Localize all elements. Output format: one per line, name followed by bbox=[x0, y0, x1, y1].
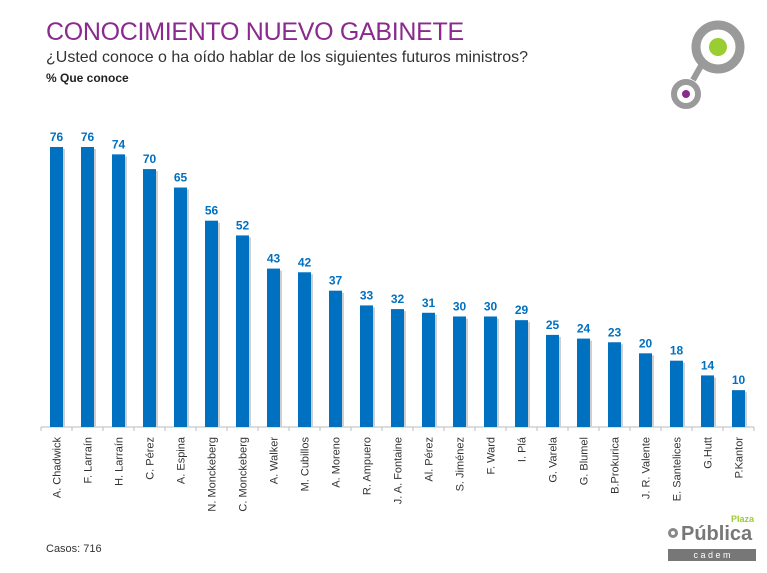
category-label: J. R. Valente bbox=[641, 437, 653, 499]
category-label: C. Monckeberg bbox=[238, 437, 250, 512]
bar bbox=[484, 316, 497, 427]
bar bbox=[360, 305, 373, 427]
data-label: 23 bbox=[608, 325, 622, 339]
bar bbox=[236, 235, 249, 427]
bar bbox=[422, 312, 435, 427]
bar bbox=[205, 220, 218, 427]
bar bbox=[112, 154, 125, 428]
cases-label: Casos: 716 bbox=[46, 543, 102, 555]
category-label: G.Hutt bbox=[703, 437, 715, 469]
data-label: 29 bbox=[515, 303, 529, 317]
data-label: 76 bbox=[81, 130, 95, 144]
data-label: 20 bbox=[639, 336, 653, 350]
category-label: A. Espina bbox=[176, 436, 188, 484]
data-label: 14 bbox=[701, 358, 715, 372]
category-label: I. Plá bbox=[517, 436, 529, 462]
data-label: 70 bbox=[143, 152, 157, 166]
bar bbox=[608, 342, 621, 427]
category-label: H. Larraín bbox=[114, 437, 126, 486]
data-label: 31 bbox=[422, 296, 436, 310]
data-label: 18 bbox=[670, 344, 684, 358]
data-label: 10 bbox=[732, 373, 746, 387]
category-label: F. Ward bbox=[486, 437, 498, 475]
category-label: N. Monckeberg bbox=[207, 437, 219, 512]
bar bbox=[515, 320, 528, 427]
category-label: A. Chadwick bbox=[52, 437, 64, 499]
data-label: 32 bbox=[391, 292, 405, 306]
bar bbox=[143, 169, 156, 427]
logo-plaza-publica: Plaza Pública c a d e m bbox=[668, 514, 756, 564]
logo-cadem-bar: c a d e m bbox=[668, 549, 756, 561]
bar bbox=[50, 147, 63, 427]
category-label: C. Pérez bbox=[145, 437, 157, 480]
bar bbox=[174, 187, 187, 427]
category-label: G. Blumel bbox=[579, 437, 591, 485]
data-label: 30 bbox=[484, 299, 498, 313]
category-label: A. Moreno bbox=[331, 437, 343, 488]
data-label: 43 bbox=[267, 252, 281, 266]
bar bbox=[577, 338, 590, 427]
category-label: S. Jiménez bbox=[455, 437, 467, 491]
category-label: Al. Pérez bbox=[424, 437, 436, 482]
category-label: R. Ampuero bbox=[362, 437, 374, 495]
data-label: 33 bbox=[360, 288, 374, 302]
bar bbox=[298, 272, 311, 427]
bar bbox=[391, 309, 404, 427]
bar bbox=[81, 147, 94, 427]
bar bbox=[639, 353, 652, 427]
category-label: M. Cubillos bbox=[300, 437, 312, 492]
category-label: E. Santelices bbox=[672, 437, 684, 502]
page-title: CONOCIMIENTO NUEVO GABINETE bbox=[46, 18, 464, 46]
category-label: B.Prokurica bbox=[610, 436, 622, 494]
data-label: 42 bbox=[298, 255, 312, 269]
category-label: A. Walker bbox=[269, 437, 281, 485]
data-label: 30 bbox=[453, 299, 467, 313]
data-label: 65 bbox=[174, 171, 188, 185]
data-label: 76 bbox=[50, 130, 64, 144]
data-label: 56 bbox=[205, 204, 219, 218]
bar bbox=[267, 268, 280, 427]
bar bbox=[453, 316, 466, 427]
page-subtitle: ¿Usted conoce o ha oído hablar de los si… bbox=[46, 49, 529, 66]
bar bbox=[701, 375, 714, 427]
bar bbox=[546, 334, 559, 427]
unit-label: % Que conoce bbox=[46, 71, 129, 85]
bar bbox=[329, 290, 342, 427]
data-label: 52 bbox=[236, 218, 250, 232]
bar bbox=[670, 360, 683, 427]
logo-plaza-text: Plaza bbox=[730, 514, 754, 524]
category-label: F. Larraín bbox=[83, 437, 95, 483]
data-label: 25 bbox=[546, 318, 560, 332]
data-label: 74 bbox=[112, 137, 126, 151]
data-label: 24 bbox=[577, 322, 591, 336]
data-label: 37 bbox=[329, 274, 343, 288]
bar bbox=[732, 390, 745, 427]
category-label: J. A. Fontaine bbox=[393, 437, 405, 504]
category-label: P.Kantor bbox=[734, 437, 746, 479]
logo-publica-text: Pública bbox=[681, 523, 753, 545]
category-label: G. Varela bbox=[548, 436, 560, 483]
